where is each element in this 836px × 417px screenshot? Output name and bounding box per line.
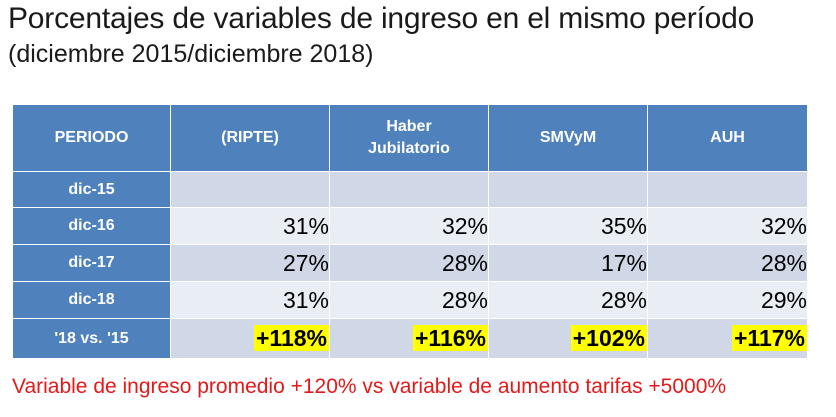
header-haber-jubilatorio: Haber Jubilatorio (329, 104, 489, 172)
cell-smvym: 35% (488, 207, 648, 245)
cell-ripte: +118% (170, 318, 330, 359)
cell-auh: +117% (647, 318, 808, 359)
highlight-auh: +117% (732, 325, 807, 351)
header-ripte: (RIPTE) (170, 104, 330, 172)
row-period: '18 vs. '15 (12, 318, 171, 359)
cell-smvym (488, 171, 648, 208)
cell-smvym: +102% (488, 318, 648, 359)
footer-note: Variable de ingreso promedio +120% vs va… (12, 375, 727, 398)
table-row: dic-17 27% 28% 17% 28% (12, 244, 808, 282)
cell-auh: 29% (647, 281, 808, 319)
cell-haber: 32% (329, 207, 489, 245)
income-table: PERIODO (RIPTE) Haber Jubilatorio SMVyM A… (12, 104, 808, 359)
highlight-smvym: +102% (570, 325, 647, 351)
highlight-haber: +116% (413, 325, 488, 351)
cell-ripte (170, 171, 330, 208)
header-haber-line1: Haber (386, 118, 432, 135)
highlight-ripte: +118% (254, 325, 329, 351)
cell-ripte: 31% (170, 281, 330, 319)
cell-haber: +116% (329, 318, 489, 359)
cell-smvym: 17% (488, 244, 648, 282)
page-subtitle: (diciembre 2015/diciembre 2018) (8, 40, 374, 68)
table-row-total: '18 vs. '15 +118% +116% +102% +117% (12, 318, 808, 359)
cell-ripte: 31% (170, 207, 330, 245)
cell-haber: 28% (329, 244, 489, 282)
table-row: dic-16 31% 32% 35% 32% (12, 207, 808, 245)
table-row: dic-18 31% 28% 28% 29% (12, 281, 808, 319)
cell-haber: 28% (329, 281, 489, 319)
header-auh: AUH (647, 104, 808, 172)
header-period: PERIODO (12, 104, 171, 172)
row-period: dic-17 (12, 244, 171, 282)
cell-haber (329, 171, 489, 208)
cell-smvym: 28% (488, 281, 648, 319)
row-period: dic-16 (12, 207, 171, 245)
cell-auh: 32% (647, 207, 808, 245)
cell-auh (647, 171, 808, 208)
cell-auh: 28% (647, 244, 808, 282)
cell-ripte: 27% (170, 244, 330, 282)
row-period: dic-18 (12, 281, 171, 319)
row-period: dic-15 (12, 171, 171, 208)
table-row: dic-15 (12, 171, 808, 208)
header-haber-line2: Jubilatorio (368, 140, 450, 157)
header-smvym: SMVyM (488, 104, 648, 172)
table-header-row: PERIODO (RIPTE) Haber Jubilatorio SMVyM A… (12, 104, 808, 172)
page-title: Porcentajes de variables de ingreso en e… (8, 2, 755, 35)
